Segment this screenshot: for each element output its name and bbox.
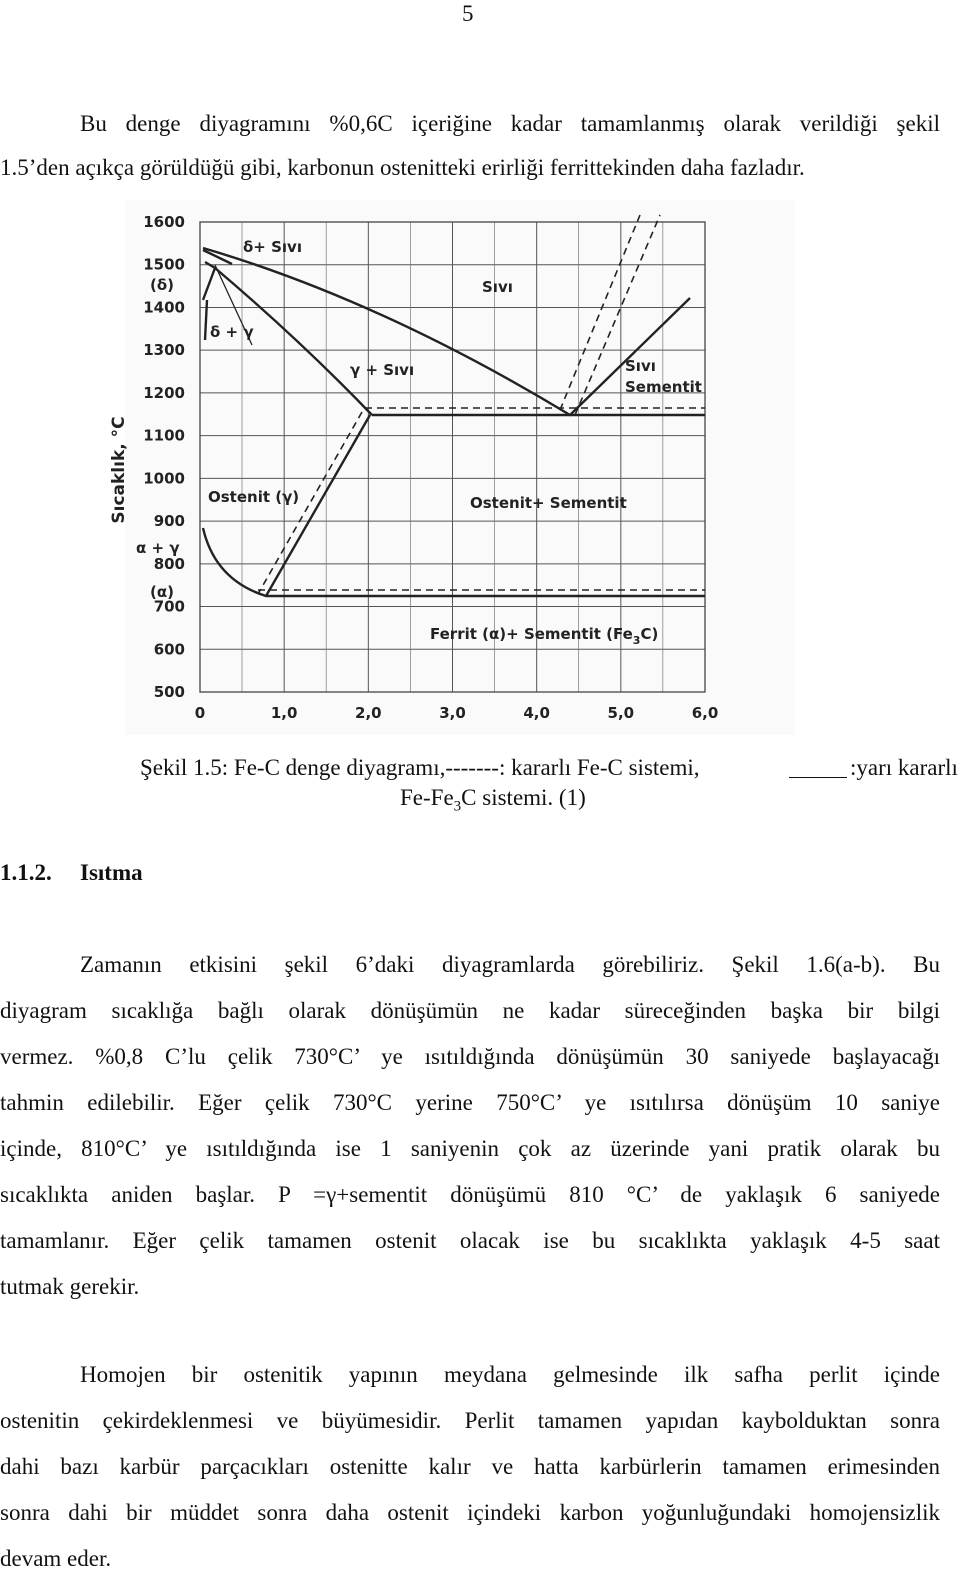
acm-line-stable <box>257 411 363 595</box>
text-line: içinde, 810°C’ ye ısıtıldığında ise 1 sa… <box>0 1136 940 1161</box>
text-line: tamamlanır. Eğer çelik tamamen ostenit o… <box>0 1228 940 1253</box>
label-part: 3 <box>633 634 641 647</box>
text-line: 1.5’den açıkça görüldüğü gibi, karbonun … <box>0 155 805 180</box>
region-label: (α) <box>150 583 174 601</box>
plot-frame <box>199 221 706 693</box>
x-tick-label: 4,0 <box>523 704 550 722</box>
caption-text: Fe-Fe <box>400 785 454 810</box>
x-tick-label: 3,0 <box>439 704 466 722</box>
figure-labels: 1600 1500 1400 1300 1200 1100 1000 900 800 700 600… <box>109 213 718 722</box>
region-label: Sıvı <box>482 278 513 296</box>
text-line: sonra dahi bir müddet sonra daha ostenit… <box>0 1500 940 1525</box>
caption-blank <box>789 777 847 778</box>
x-tick-label: 1,0 <box>271 704 298 722</box>
caption-sub: 3 <box>453 798 462 815</box>
liquidus <box>202 246 691 417</box>
text-line: dahi bazı karbür parçacıkları ostenitte … <box>0 1454 940 1479</box>
phase-diagram: 1600 1500 1400 1300 1200 1100 1000 900 800 700 600… <box>109 200 795 735</box>
y-tick-label: 1200 <box>143 384 185 402</box>
y-tick-label: 1100 <box>143 427 185 445</box>
region-label: δ+ Sıvı <box>243 238 302 256</box>
caption-line-1-right: :yarı kararlı <box>850 755 958 780</box>
region-label: Ostenit+ Sementit <box>470 494 627 512</box>
text-line: Bu denge diyagramını %0,6C içeriğine kad… <box>80 111 940 136</box>
y-axis-label: Sıcaklık, °C <box>109 416 129 523</box>
text-line: tutmak gerekir. <box>0 1274 140 1299</box>
region-label: Ferrit (α)+ Sementit (Fe3C) <box>430 625 658 647</box>
caption-text: C sistemi. (1) <box>461 785 586 810</box>
y-tick-label: 900 <box>154 512 185 530</box>
text-line: devam eder. <box>0 1546 112 1571</box>
region-label: Ostenit (γ) <box>208 488 299 506</box>
text-line: vermez. %0,8 C’lu çelik 730°C’ ye ısıtıl… <box>0 1044 940 1069</box>
section-title: Isıtma <box>80 860 143 885</box>
region-label: γ + Sıvı <box>350 361 414 379</box>
y-tick-label: 1400 <box>143 298 185 316</box>
x-tick-label: 2,0 <box>355 704 382 722</box>
y-tick-label: 500 <box>154 683 185 701</box>
text-line: diyagram sıcaklığa bağlı olarak dönüşümü… <box>0 998 940 1023</box>
text-line: Homojen bir ostenitik yapının meydana ge… <box>80 1362 940 1387</box>
figure-background <box>125 200 795 735</box>
x-tick-label: 6,0 <box>692 704 719 722</box>
text-line: tahmin edilebilir. Eğer çelik 730°C yeri… <box>0 1090 940 1115</box>
section-number: 1.1.2. <box>0 860 52 885</box>
liquidus-stable <box>574 214 661 416</box>
region-label: Sementit <box>625 378 702 396</box>
y-tick-label: 700 <box>154 598 185 616</box>
y-tick-label: 1500 <box>143 256 185 274</box>
acm-line <box>264 414 372 597</box>
caption-line-2: Fe-Fe3C sistemi. (1) <box>400 785 586 820</box>
pointer <box>214 264 253 346</box>
text-line: Zamanın etkisini şekil 6’daki diyagramla… <box>80 952 940 977</box>
delta-region <box>201 248 233 341</box>
y-tick-label: 600 <box>154 640 185 658</box>
caption-line-1: Şekil 1.5: Fe-C denge diyagramı,-------:… <box>140 755 700 780</box>
label-part: C) <box>640 625 658 643</box>
y-tick-label: 800 <box>154 555 185 573</box>
x-tick-label: 0 <box>195 704 205 722</box>
y-tick-label: 1600 <box>143 213 185 231</box>
a3-eutectoid <box>201 527 705 598</box>
text-line: ostenitin çekirdeklenmesi ve büyümesidir… <box>0 1408 940 1433</box>
solidus <box>204 260 373 416</box>
label-part: Ferrit (α)+ Sementit (Fe <box>430 625 633 643</box>
region-label: (δ) <box>150 276 174 294</box>
y-tick-label: 1300 <box>143 341 185 359</box>
region-label: Sıvı <box>625 357 656 375</box>
x-tick-label: 5,0 <box>608 704 635 722</box>
region-label: α + γ <box>136 539 180 557</box>
page-number: 5 <box>462 1 474 26</box>
y-tick-label: 1000 <box>143 469 185 487</box>
text-line: sıcaklıkta aniden başlar. P =γ+sementit … <box>0 1182 940 1207</box>
region-label: δ + γ <box>210 323 254 341</box>
